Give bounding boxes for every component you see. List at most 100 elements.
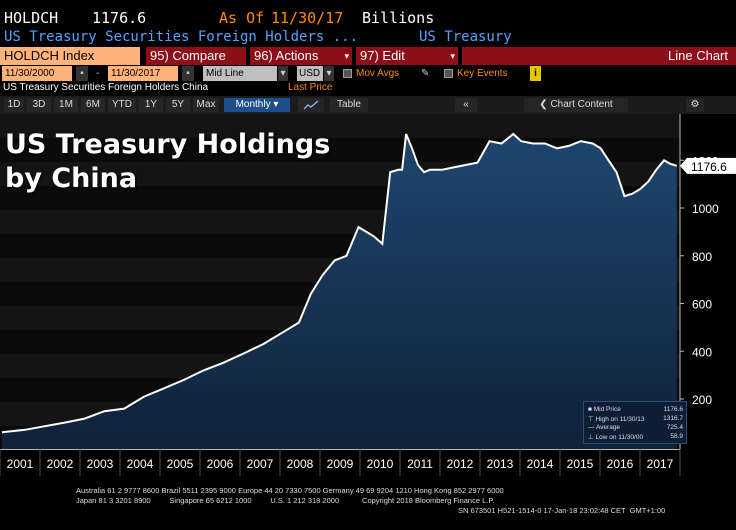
range-button-6m[interactable]: 6M	[81, 98, 105, 112]
x-tick-label: 2015	[567, 457, 594, 471]
end-date-input[interactable]: 11/30/2017	[108, 66, 178, 81]
legend-marker: ⊥	[588, 434, 596, 441]
y-tick-label: 600	[692, 298, 712, 312]
legend-marker: ⊤	[588, 416, 596, 423]
as-of-date: 11/30/17	[271, 9, 344, 27]
calendar-icon[interactable]: ▪	[182, 66, 194, 81]
calendar-icon[interactable]: ▪	[76, 66, 88, 81]
mov-avgs-label: Mov Avgs	[356, 68, 400, 79]
chart-title-line-2: by China	[5, 163, 138, 194]
x-tick-label: 2004	[127, 457, 154, 471]
legend-label: High on 11/30/13	[595, 416, 645, 423]
range-button-ytd[interactable]: YTD	[108, 98, 136, 112]
start-date-input[interactable]: 11/30/2000	[2, 66, 72, 81]
mov-avgs-checkbox[interactable]	[343, 69, 352, 78]
y-tick-label: 400	[692, 345, 712, 359]
area-fill	[2, 134, 677, 449]
dash-separator: -	[96, 68, 100, 79]
currency-select[interactable]: USD	[297, 66, 323, 81]
x-tick-label: 2012	[447, 457, 474, 471]
range-button-1y[interactable]: 1Y	[139, 98, 163, 112]
legend-value: 1176.6	[663, 406, 683, 413]
series-name: US Treasury Securities Foreign Holders C…	[3, 82, 209, 93]
range-button-max[interactable]: Max	[193, 98, 219, 112]
controls-bar: 11/30/2000 ▪ - 11/30/2017 ▪ Mid Line ▾ U…	[0, 65, 736, 82]
key-events-checkbox[interactable]	[444, 69, 453, 78]
x-tick-label: 2009	[327, 457, 354, 471]
series-bar: US Treasury Securities Foreign Holders C…	[0, 81, 736, 95]
x-tick-label: 2013	[487, 457, 514, 471]
legend-value: 725.4	[666, 424, 683, 431]
x-tick-label: 2014	[527, 457, 554, 471]
legend-label: Average	[595, 424, 621, 431]
x-tick-label: 2017	[647, 457, 674, 471]
x-tick-label: 2003	[87, 457, 114, 471]
index-field[interactable]: HOLDCH Index	[0, 47, 140, 65]
title-bar: HOLDCH 1176.6 As Of 11/30/17 Billions	[0, 0, 736, 30]
range-button-3d[interactable]: 3D	[27, 98, 51, 112]
x-axis-svg: 2001 2002 2003 2004 2005 2006 2007 2008 2009 2010…	[0, 449, 681, 476]
y-tick-label: 800	[692, 250, 712, 264]
info-icon[interactable]: i	[530, 66, 541, 81]
y-tick-label: 1000	[692, 202, 719, 216]
x-tick-label: 2005	[167, 457, 194, 471]
footer-session-line: SN 673501 H521-1514-0 17-Jan-18 23:02:48…	[458, 506, 666, 515]
as-of-label: As Of	[219, 9, 265, 27]
footer-contacts-line1: Australia 61 2 9777 8600 Brazil 5511 239…	[76, 486, 504, 495]
x-tick-label: 2010	[367, 457, 394, 471]
series-description: US Treasury Securities Foreign Holders .…	[4, 29, 359, 45]
footer-contacts-line2: Japan 81 3 3201 8900 Singapore 65 6212 1…	[76, 496, 495, 505]
chevron-down-icon: ▾	[273, 99, 279, 110]
range-button-5y[interactable]: 5Y	[166, 98, 190, 112]
chevron-down-icon[interactable]: ▾	[278, 66, 288, 81]
legend-row: — Average 725.4	[588, 424, 683, 432]
series-line	[1, 132, 678, 434]
series-category: US Treasury	[419, 29, 512, 45]
legend-marker: —	[588, 424, 596, 431]
range-toolbar: 1D 3D 1M 6M YTD 1Y 5Y Max Monthly ▾ Table « ❮ C…	[0, 96, 736, 114]
chart-content-button[interactable]: ❮ Chart Content	[524, 98, 628, 112]
chevron-down-icon[interactable]: ▾	[324, 66, 334, 81]
x-axis: 2001 2002 2003 2004 2005 2006 2007 2008 2009 2010…	[0, 449, 736, 477]
legend-value: 58.9	[670, 433, 683, 440]
range-button-1d[interactable]: 1D	[4, 98, 24, 112]
y-tick-label: 200	[692, 393, 712, 407]
last-price-label: Last Price	[288, 82, 333, 93]
actions-button[interactable]: 96) Actions ▾	[250, 47, 352, 65]
legend-value: 1316.7	[663, 415, 683, 422]
chart-title-line-1: US Treasury Holdings	[5, 129, 331, 160]
line-chart-icon[interactable]	[298, 98, 324, 112]
last-value-tag	[680, 157, 736, 174]
legend-marker: ■	[588, 406, 594, 413]
x-tick-label: 2007	[247, 457, 274, 471]
units: Billions	[362, 9, 435, 27]
edit-button[interactable]: 97) Edit ▾	[356, 47, 458, 65]
compare-button[interactable]: 95) Compare	[146, 47, 246, 65]
x-tick-label: 2001	[7, 457, 34, 471]
legend: ■ Mid Price 1176.6 ⊤ High on 11/30/13 1316.…	[583, 401, 687, 444]
legend-label: Mid Price	[593, 406, 621, 413]
legend-label: Low on 11/30/00	[595, 434, 644, 441]
collapse-icon[interactable]: «	[455, 98, 477, 112]
last-value: 1176.6	[92, 9, 147, 27]
chevron-left-icon: ❮	[539, 99, 548, 110]
band	[0, 114, 680, 138]
table-button[interactable]: Table	[330, 98, 368, 112]
chevron-down-icon: ▾	[344, 51, 349, 61]
chart-type-label[interactable]: Line Chart	[462, 47, 736, 65]
description-bar: US Treasury Securities Foreign Holders .…	[0, 29, 736, 47]
price-field-select[interactable]: Mid Line	[203, 66, 277, 81]
x-tick-label: 2016	[607, 457, 634, 471]
gear-icon[interactable]: ⚙	[686, 98, 704, 112]
x-tick-label: 2006	[207, 457, 234, 471]
legend-row: ⊥ Low on 11/30/00 58.9	[588, 433, 683, 441]
legend-row: ⊤ High on 11/30/13 1316.7	[588, 415, 683, 423]
x-tick-label: 2008	[287, 457, 314, 471]
footer: Australia 61 2 9777 8600 Brazil 5511 239…	[0, 486, 736, 530]
x-tick-label: 2002	[47, 457, 74, 471]
range-button-1m[interactable]: 1M	[54, 98, 78, 112]
pencil-icon[interactable]: ✎	[421, 68, 430, 79]
legend-row: ■ Mid Price 1176.6	[588, 406, 683, 414]
ticker: HOLDCH	[4, 9, 59, 27]
period-select[interactable]: Monthly ▾	[224, 98, 290, 112]
